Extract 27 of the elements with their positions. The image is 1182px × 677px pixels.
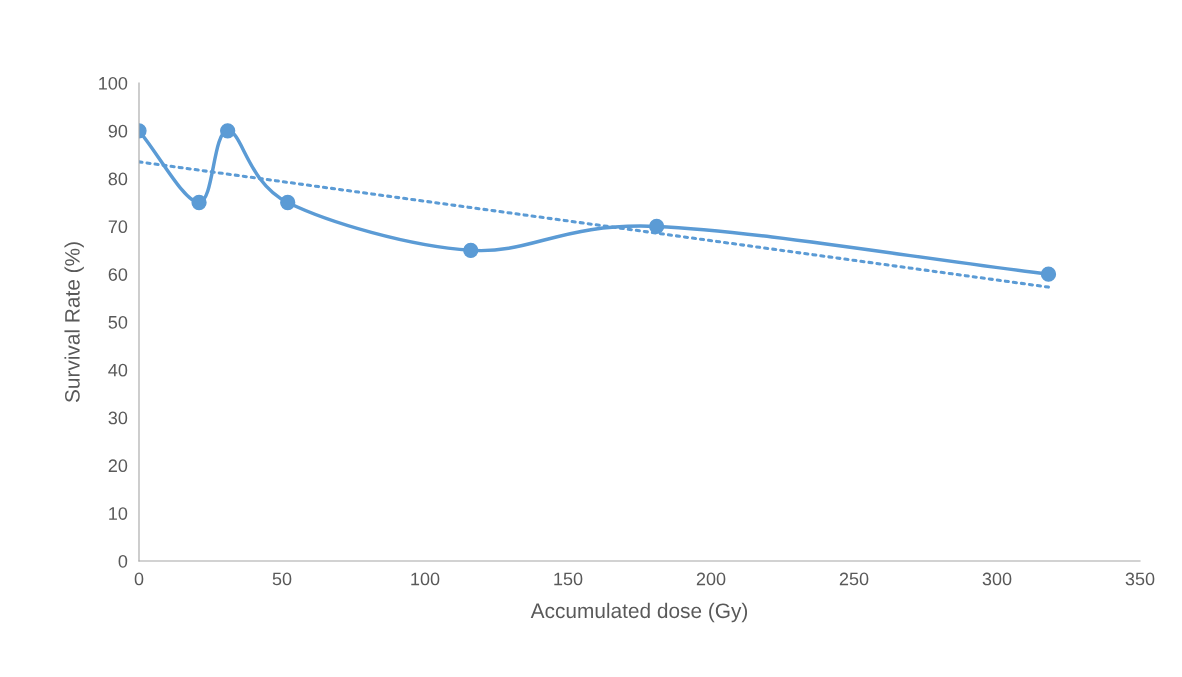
y-tick-label: 100 [99,76,128,90]
y-axis-title: Survival Rate (%) [64,242,84,403]
x-tick-label: 0 [134,572,144,586]
y-tick-label: 0 [118,554,128,568]
point [280,194,296,211]
point [649,218,665,235]
x-tick-label: 350 [1125,572,1155,586]
y-tick-label: 90 [108,124,128,138]
y-tick-label: 40 [108,363,128,377]
y-tick-label: 70 [108,220,128,234]
x-tick-label: 150 [554,572,583,586]
y-tick-label: 30 [108,411,128,425]
x-tick-label: 300 [982,572,1012,586]
point [1040,266,1057,282]
y-tick-label: 50 [108,315,128,329]
x-axis-title: Accumulated dose (Gy) [530,602,748,623]
y-tick-label: 80 [108,172,128,186]
y-tick-label: 10 [109,507,128,520]
x-tick-label: 200 [696,572,726,586]
x-tick-label: 250 [839,572,869,586]
y-tick-label: 60 [108,268,128,281]
y-tick-label: 20 [108,459,128,473]
point [463,242,479,258]
point [220,123,236,139]
point [191,194,207,211]
x-tick-label: 100 [411,572,440,586]
x-tick-label: 50 [272,572,292,586]
